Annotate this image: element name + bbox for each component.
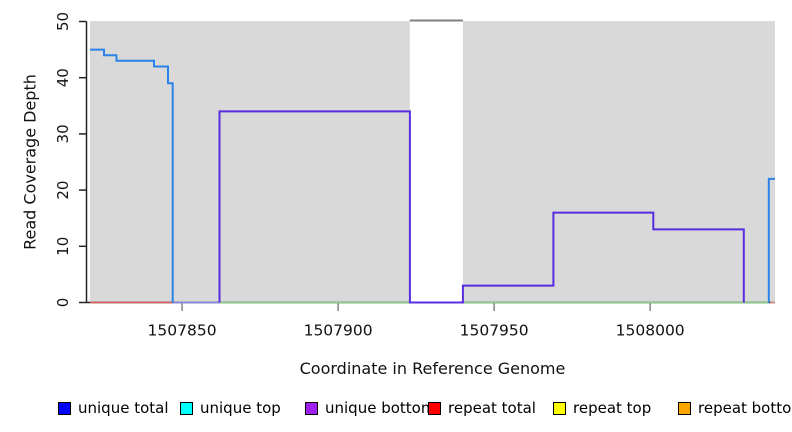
legend-swatch-repeat-bottom [678, 401, 691, 415]
legend-swatch-repeat-total [428, 401, 441, 415]
x-tick-label: 1507850 [148, 322, 217, 340]
coverage-gap-band [409, 21, 463, 303]
x-tick-label: 1507900 [304, 322, 373, 340]
legend-label: unique bottom [325, 399, 436, 417]
legend-item-repeat-total: repeat total [428, 399, 536, 417]
y-axis-label: Read Coverage Depth [20, 74, 40, 250]
legend-label: unique top [200, 399, 281, 417]
legend-label: unique total [78, 399, 169, 417]
unique-bottom-coverage-line [218, 110, 745, 304]
legend-item-repeat-top: repeat top [553, 399, 651, 417]
legend-item-unique-total: unique total [58, 399, 169, 417]
legend: unique total unique top unique bottom repea… [0, 399, 792, 421]
legend-label: repeat bottom [698, 399, 792, 417]
legend-label: repeat total [448, 399, 536, 417]
x-tick-label: 1508000 [616, 322, 685, 340]
y-tick-label: 30 [54, 124, 72, 143]
legend-swatch-unique-top [180, 401, 193, 415]
coverage-chart: 0 10 20 30 40 50 1507850 1507900 1507950 1508000 [54, 12, 775, 340]
unique-total-coverage-right-line [767, 177, 775, 303]
unique-total-coverage-left-line [90, 48, 174, 303]
legend-label: repeat top [573, 399, 652, 417]
y-tick-label: 20 [54, 181, 72, 200]
legend-item-repeat-bottom: repeat bottom [678, 399, 792, 417]
legend-item-unique-top: unique top [180, 399, 281, 417]
x-axis-label: Coordinate in Reference Genome [299, 359, 566, 378]
legend-swatch-repeat-top [553, 401, 566, 415]
y-tick-label: 40 [54, 68, 72, 87]
y-tick-label: 0 [54, 298, 72, 308]
legend-item-unique-bottom: unique bottom [305, 399, 435, 417]
x-tick-label: 1507950 [460, 322, 529, 340]
legend-swatch-unique-bottom [305, 401, 318, 415]
y-tick-label: 50 [54, 12, 72, 31]
legend-swatch-unique-total [58, 401, 71, 415]
y-tick-label: 10 [54, 237, 72, 256]
